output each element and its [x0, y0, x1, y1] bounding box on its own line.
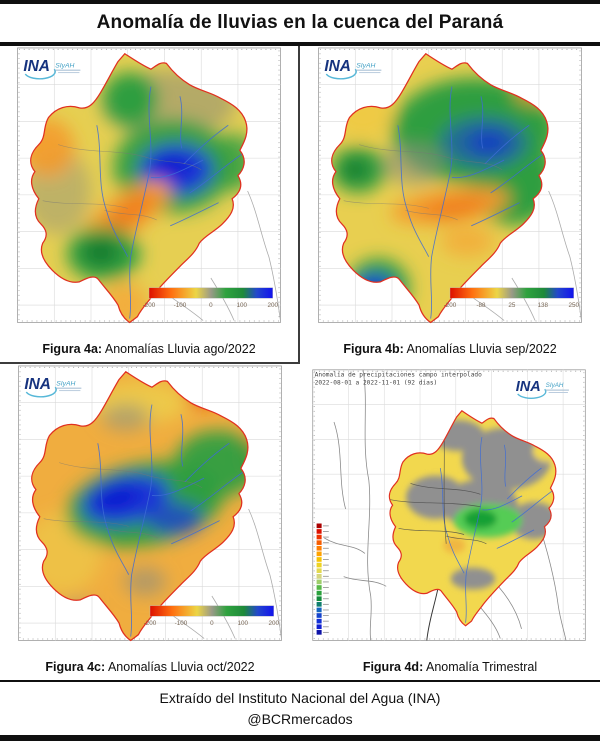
rivers: [96, 86, 243, 319]
svg-text:0: 0: [210, 620, 214, 627]
svg-text:-88: -88: [476, 302, 486, 309]
color-scale-4c: -200 -100 0 100 200: [144, 605, 279, 627]
svg-text:200: 200: [268, 620, 279, 627]
color-scale-4d: [316, 523, 329, 635]
caption-4c-text: Anomalías Lluvia oct/2022: [105, 660, 255, 674]
ina-logo: INA SIyAH: [516, 379, 569, 399]
basin-outline: [331, 52, 549, 324]
panel-4a: INA SIyAH -200 -100 0 100 200 Figura 4a:…: [0, 46, 300, 364]
page-title: Anomalía de lluvias en la cuenca del Par…: [96, 12, 504, 33]
caption-4b: Figura 4b: Anomalías Lluvia sep/2022: [343, 336, 556, 362]
color-scale-4a: -200 -100 0 100 200: [143, 287, 278, 309]
svg-text:-100: -100: [174, 302, 187, 309]
svg-text:-200: -200: [144, 620, 157, 627]
parana-river-south: [426, 586, 439, 641]
svg-text:-200: -200: [444, 302, 457, 309]
rivers: [439, 437, 553, 623]
ina-logo-text: INA: [516, 379, 541, 395]
svg-text:-200: -200: [143, 302, 156, 309]
ina-logo: INA SIyAH: [324, 58, 382, 80]
svg-text:100: 100: [237, 302, 248, 309]
rivers: [97, 404, 244, 637]
ina-logo-text: INA: [24, 376, 51, 393]
footer: Extraído del Instituto Nacional del Agua…: [0, 680, 600, 741]
interp-header-line2: 2022-08-01 a 2022-11-01 (92 días): [315, 378, 438, 386]
panel-4b: INA SIyAH -200 -88 25 138 250 Figura 4b:…: [300, 46, 600, 364]
basin-outline: [30, 52, 248, 324]
map-grid: INA SIyAH -200 -100 0 100 200 Figura 4a:…: [0, 46, 600, 680]
frame-ticks: [313, 370, 585, 640]
ina-logo-swoosh-icon: [517, 388, 547, 399]
rivers: [397, 86, 544, 319]
twitter-handle: @BCRmercados: [247, 710, 353, 727]
svg-text:250: 250: [568, 302, 579, 309]
ina-logo-swoosh-icon: [24, 68, 56, 80]
map-4b: INA SIyAH -200 -88 25 138 250: [318, 47, 582, 324]
source-attribution: Extraído del Instituto Nacional del Agua…: [159, 689, 441, 706]
siyah-text: SIyAH: [56, 380, 75, 387]
map-4a: INA SIyAH -200 -100 0 100 200: [17, 47, 281, 324]
caption-4b-text: Anomalías Lluvia sep/2022: [403, 342, 557, 356]
svg-text:200: 200: [267, 302, 278, 309]
title-rule: [0, 42, 600, 46]
caption-4d-text: Anomalía Trimestral: [423, 660, 538, 674]
caption-4d-label: Figura 4d:: [362, 660, 424, 674]
top-rule: [0, 0, 600, 4]
admin-borders: [343, 144, 503, 221]
caption-4a-label: Figura 4a:: [42, 342, 103, 356]
caption-4a: Figura 4a: Anomalías Lluvia ago/2022: [42, 336, 255, 362]
svg-text:25: 25: [508, 302, 515, 309]
siyah-text: SIyAH: [356, 62, 375, 69]
caption-4d: Figura 4d: Anomalía Trimestral: [363, 654, 537, 680]
ina-logo-swoosh-icon: [25, 386, 57, 398]
basin-outline: [31, 370, 249, 642]
admin-borders: [43, 462, 203, 539]
admin-borders: [42, 144, 202, 221]
svg-text:100: 100: [238, 620, 249, 627]
map-4c: INA SIyAH -200 -100 0 100 200: [18, 365, 282, 642]
svg-text:0: 0: [209, 302, 213, 309]
ina-logo-text: INA: [324, 58, 351, 75]
country-borders: [324, 369, 567, 641]
ina-logo: INA SIyAH: [23, 58, 81, 80]
caption-4b-label: Figura 4b:: [343, 342, 404, 356]
ina-logo-text: INA: [23, 58, 50, 75]
ina-logo: INA SIyAH: [24, 376, 82, 398]
basin-outline: [388, 409, 557, 627]
siyah-text: SIyAH: [55, 62, 74, 69]
panel-4d: Anomalía de precipitaciones campo interp…: [300, 364, 600, 680]
admin-borders: [389, 410, 487, 545]
svg-text:138: 138: [538, 302, 549, 309]
title-row: Anomalía de lluvias en la cuenca del Par…: [0, 4, 600, 42]
caption-4a-text: Anomalías Lluvia ago/2022: [102, 342, 256, 356]
interp-header-line1: Anomalía de precipitaciones campo interp…: [315, 371, 482, 379]
ina-logo-swoosh-icon: [325, 68, 357, 80]
svg-text:-100: -100: [175, 620, 188, 627]
color-scale-4b: -200 -88 25 138 250: [444, 287, 579, 309]
siyah-text: SIyAH: [546, 382, 564, 389]
caption-4c-label: Figura 4c:: [45, 660, 106, 674]
caption-4c: Figura 4c: Anomalías Lluvia oct/2022: [45, 654, 254, 680]
map-4d: Anomalía de precipitaciones campo interp…: [312, 369, 586, 641]
panel-4c: INA SIyAH -200 -100 0 100 200 Figura 4c:…: [0, 364, 300, 680]
